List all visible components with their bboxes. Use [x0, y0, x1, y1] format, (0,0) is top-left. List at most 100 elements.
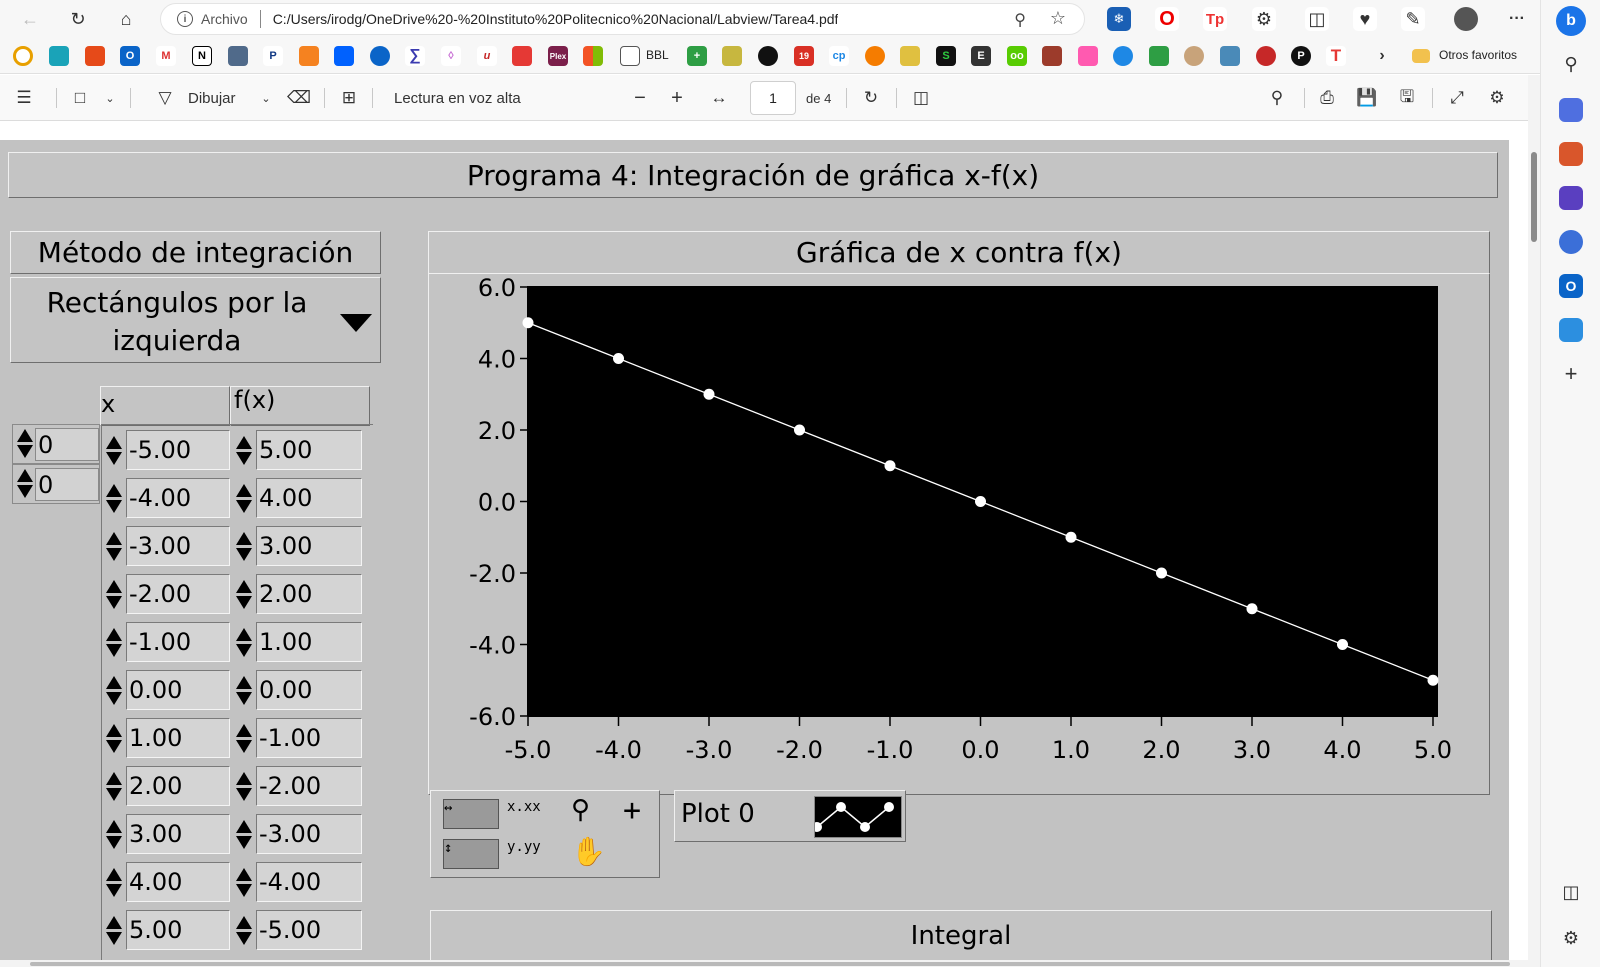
save-as-icon[interactable]: 🖫 — [1399, 86, 1415, 106]
bing-copilot-icon[interactable]: b — [1556, 6, 1586, 36]
site-info-icon[interactable]: i — [177, 11, 193, 27]
zoom-icon[interactable]: ⚲ — [1014, 12, 1026, 29]
pan-hand-icon[interactable]: ✋ — [571, 835, 606, 868]
plot-legend[interactable]: Plot 0 — [674, 790, 906, 842]
bookmark-p-icon[interactable]: P — [1291, 46, 1311, 66]
bookmark-bird-icon[interactable] — [1220, 46, 1240, 66]
fx-value-cell[interactable]: 0.00 — [256, 670, 362, 710]
save-icon[interactable]: 💾 — [1356, 88, 1378, 107]
eraser-icon[interactable]: ⌫ — [286, 88, 312, 107]
method-selector[interactable]: Rectángulos por la izquierda — [10, 277, 381, 363]
bookmark-cp-icon[interactable]: cp — [829, 46, 849, 66]
horizontal-scroll-thumb[interactable] — [30, 962, 1510, 966]
bookmark-music-icon[interactable] — [1078, 46, 1098, 66]
fx-value-cell[interactable]: -1.00 — [256, 718, 362, 758]
cursor-cross-icon[interactable]: + — [623, 793, 642, 828]
x-value-cell[interactable]: 3.00 — [126, 814, 230, 854]
y-scale-lock-icon[interactable]: ↕ — [443, 839, 499, 869]
x-value-cell[interactable]: -1.00 — [126, 622, 230, 662]
bookmark-github-icon[interactable] — [758, 46, 778, 66]
zoom-out-button[interactable]: − — [634, 86, 646, 109]
fx-array-index[interactable]: 0 — [12, 464, 100, 504]
x-value-cell[interactable]: -3.00 — [126, 526, 230, 566]
refresh-button[interactable]: ↻ — [70, 8, 86, 29]
bookmark-paypal-icon[interactable]: P — [263, 46, 283, 66]
x-array-index[interactable]: 0 — [12, 424, 100, 464]
fx-value-cell[interactable]: 3.00 — [256, 526, 362, 566]
bookmark-apps-icon[interactable] — [1149, 46, 1169, 66]
opera-icon[interactable]: O — [1155, 7, 1179, 31]
fx-value-cell[interactable]: -3.00 — [256, 814, 362, 854]
bookmarks-overflow-chevron-icon[interactable]: › — [1379, 47, 1385, 64]
zoom-tool-icon[interactable]: ⚲ — [571, 795, 591, 825]
legend-line-sample-icon[interactable] — [812, 796, 902, 838]
text-box-icon[interactable]: ⊞ — [341, 88, 357, 107]
bookmark-flower-icon[interactable] — [85, 46, 105, 66]
print-icon[interactable]: ⎙ — [1320, 88, 1334, 107]
bookmark-face-icon[interactable] — [722, 46, 742, 66]
fit-width-icon[interactable]: ↔ — [710, 88, 728, 107]
profile-avatar[interactable] — [1454, 7, 1478, 31]
x-value-cell[interactable]: 0.00 — [126, 670, 230, 710]
fx-value-cell[interactable]: 5.00 — [256, 430, 362, 470]
fx-index-value[interactable]: 0 — [35, 468, 99, 501]
sidebar-search-icon[interactable]: ⚲ — [1564, 53, 1578, 74]
address-bar[interactable]: i Archivo C:/Users/irodg/OneDrive%20-%20… — [160, 3, 1085, 35]
bookmark-microsoft-icon[interactable] — [583, 46, 603, 66]
bookmark-diamond-icon[interactable] — [49, 46, 69, 66]
x-value-cell[interactable]: 2.00 — [126, 766, 230, 806]
address-url[interactable]: C:/Users/irodg/OneDrive%20-%20Instituto%… — [272, 11, 839, 27]
page-view-icon[interactable]: ◫ — [912, 88, 930, 107]
bookmark-shield-icon[interactable] — [1042, 46, 1062, 66]
dropdown-triangle-icon[interactable] — [340, 314, 372, 332]
bookmark-document-icon[interactable] — [620, 46, 640, 66]
sidebar-tag-icon[interactable] — [1559, 98, 1583, 122]
bookmark-green-plus-icon[interactable]: + — [687, 46, 707, 66]
back-button[interactable]: ← — [21, 8, 39, 29]
page-number-input[interactable]: 1 — [750, 81, 796, 115]
sidebar-settings-icon[interactable]: ⚙ — [1562, 927, 1580, 948]
bookmark-pink-icon[interactable]: ◊ — [441, 46, 461, 66]
draw-icon[interactable]: ▽ — [158, 88, 172, 107]
vertical-scroll-thumb[interactable] — [1531, 152, 1537, 242]
horizontal-scrollbar[interactable] — [0, 960, 1528, 967]
sidebar-layout-icon[interactable]: ◫ — [1562, 881, 1580, 902]
fx-value-cell[interactable]: -2.00 — [256, 766, 362, 806]
browser-essentials-icon[interactable]: ♥ — [1353, 7, 1377, 31]
x-format-button[interactable]: x.xx — [507, 799, 541, 815]
sidebar-send-icon[interactable] — [1559, 318, 1583, 342]
home-button[interactable]: ⌂ — [120, 8, 132, 29]
zoom-in-button[interactable]: + — [671, 86, 683, 109]
bookmark-image-icon[interactable] — [900, 46, 920, 66]
favorite-star-icon[interactable]: ☆ — [1049, 8, 1066, 28]
tp-extension-icon[interactable]: Tp — [1203, 7, 1227, 31]
y-format-button[interactable]: y.yy — [507, 839, 541, 855]
bookmark-ring-icon[interactable] — [13, 46, 33, 66]
fx-value-cell[interactable]: 1.00 — [256, 622, 362, 662]
x-value-cell[interactable]: 5.00 — [126, 910, 230, 950]
fx-value-cell[interactable]: -4.00 — [256, 862, 362, 902]
other-favorites-label[interactable]: Otros favoritos — [1439, 48, 1518, 62]
bookmark-outlook-icon[interactable]: O — [120, 46, 140, 66]
draw-options-chevron-icon[interactable]: ⌄ — [261, 92, 271, 105]
bookmark-plex-icon[interactable]: Plex — [548, 46, 568, 66]
settings-gear-icon[interactable]: ⚙ — [1489, 88, 1505, 107]
bookmark-brown-icon[interactable] — [1184, 46, 1204, 66]
puzzle-extension-icon[interactable]: ⚙ — [1252, 7, 1276, 31]
collections-icon[interactable]: ✎ — [1401, 7, 1425, 31]
bookmark-duolingo-icon[interactable]: oo — [1007, 46, 1027, 66]
bookmark-chart-icon[interactable] — [299, 46, 319, 66]
contents-list-icon[interactable]: ☰ — [16, 88, 32, 107]
bookmark-e-icon[interactable]: E — [971, 46, 991, 66]
bookmark-u-icon[interactable]: u — [477, 46, 497, 66]
bookmark-orange-gear-icon[interactable] — [865, 46, 885, 66]
bookmark-notion-icon[interactable]: N — [192, 46, 212, 66]
rotate-icon[interactable]: ↻ — [863, 88, 879, 107]
bookmark-calendar-icon[interactable]: 19 — [794, 46, 814, 66]
bookmark-gmail-icon[interactable]: M — [156, 46, 176, 66]
bookmark-red-circle-icon[interactable] — [1256, 46, 1276, 66]
sidebar-outlook-icon[interactable]: O — [1559, 274, 1583, 298]
fullscreen-icon[interactable]: ⤢ — [1450, 88, 1464, 107]
sidebar-add-icon[interactable]: + — [1564, 361, 1578, 386]
x-index-value[interactable]: 0 — [35, 428, 99, 461]
